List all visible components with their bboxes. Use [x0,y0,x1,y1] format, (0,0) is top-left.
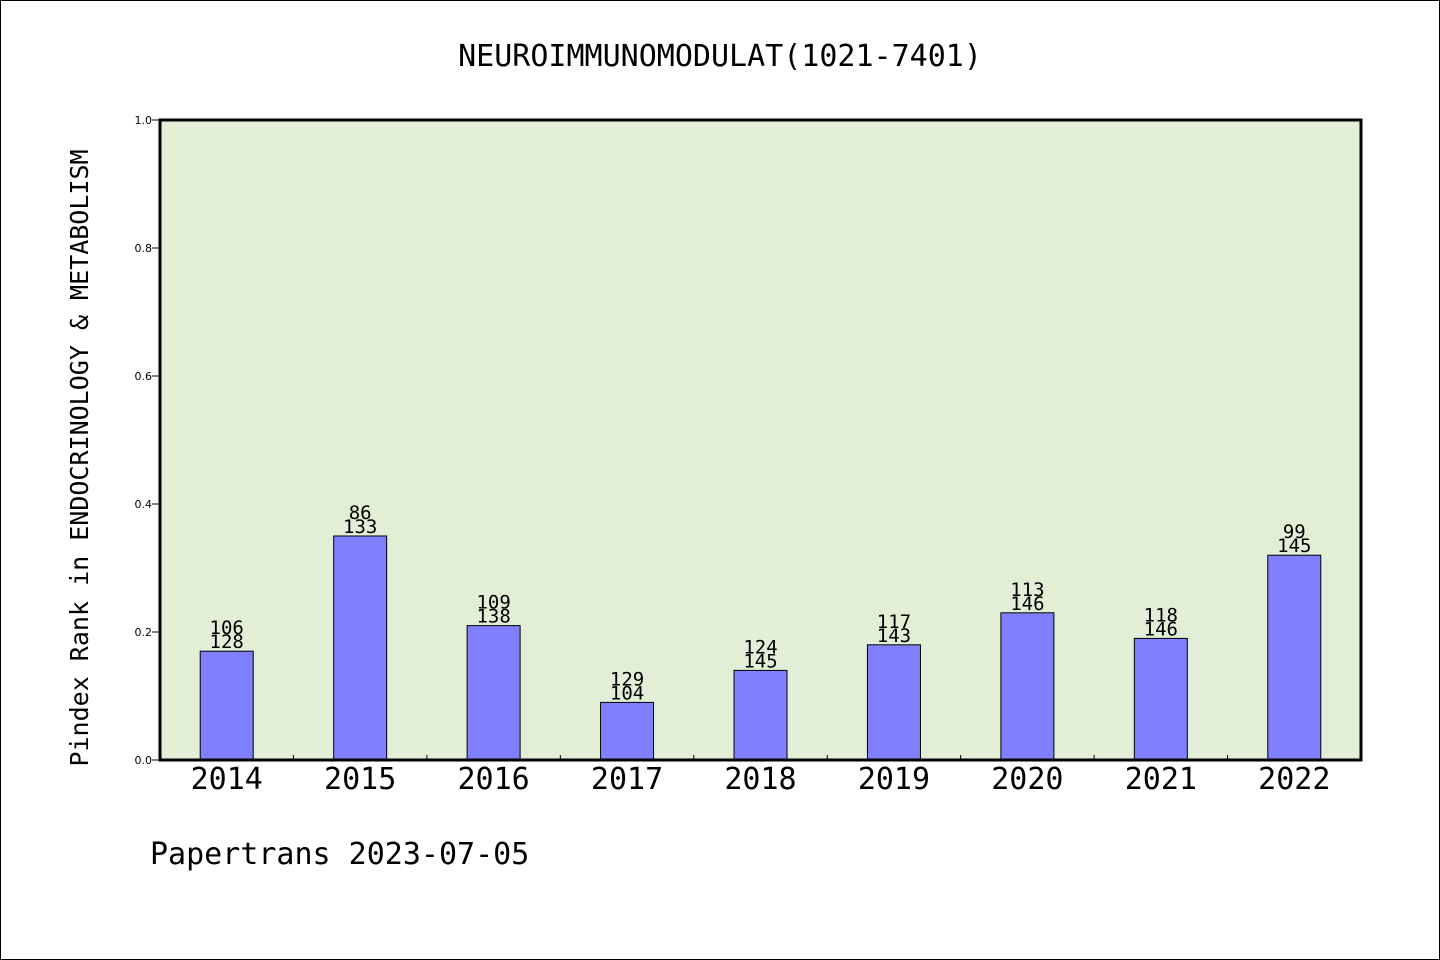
total-label-2018: 145 [743,650,777,672]
y-tick-label: 0.0 [135,754,153,767]
x-axis-ticks: 2014 2015 2016 2017 2018 2019 2020 2021 2022 [191,755,1330,797]
y-tick-label: 0.4 [135,498,153,511]
bar-2022 [1267,554,1322,761]
bar-2015 [333,535,388,761]
y-tick-label: 0.2 [135,626,153,639]
rank-label-2017: 129 [610,668,644,690]
total-label-2017: 104 [610,682,644,704]
x-tick-label-2014: 2014 [191,762,263,797]
bar-2020 [1000,612,1055,761]
y-tick-label: 0.6 [135,370,153,383]
rank-label-2021: 118 [1144,604,1178,626]
x-tick-label-2018: 2018 [724,762,796,797]
x-tick-label-2019: 2019 [858,762,930,797]
y-axis-ticks: 0.0 0.2 0.4 0.6 0.8 1.0 [135,114,160,767]
rank-label-2016: 109 [476,592,510,614]
x-tick-label-2021: 2021 [1125,762,1197,797]
rank-label-2015: 86 [349,502,372,524]
y-tick-label: 0.8 [135,242,153,255]
bar-2016 [466,625,521,761]
data-labels: 1061288613310913812910412414511714311314… [210,502,1312,704]
total-label-2014: 128 [210,631,244,653]
bar-2017 [600,701,655,761]
chart-title: NEUROIMMUNOMODULAT(1021-7401) [458,39,982,74]
total-label-2022: 145 [1277,535,1311,557]
footer-text: Papertrans 2023-07-05 [150,837,529,872]
x-tick-label-2022: 2022 [1258,762,1330,797]
total-label-2015: 133 [343,516,377,538]
plot-border [158,118,1363,762]
y-axis-label: Pindex Rank in ENDOCRINOLOGY & METABOLIS… [65,149,94,766]
x-tick-label-2016: 2016 [457,762,529,797]
rank-label-2020: 113 [1010,579,1044,601]
rank-label-2022: 99 [1283,521,1306,543]
total-label-2020: 146 [1010,593,1044,615]
rank-label-2018: 124 [743,636,777,658]
bar-2018 [733,669,788,761]
bar-2021 [1133,637,1188,761]
bars [199,535,1322,761]
total-label-2021: 146 [1144,618,1178,640]
x-tick-label-2015: 2015 [324,762,396,797]
x-tick-label-2020: 2020 [991,762,1063,797]
bar-2014 [199,650,254,761]
x-tick-label-2017: 2017 [591,762,663,797]
total-label-2016: 138 [476,606,510,628]
y-tick-label: 1.0 [135,114,153,127]
total-label-2019: 143 [877,625,911,647]
bar-2019 [866,644,921,761]
rank-label-2019: 117 [877,611,911,633]
rank-label-2014: 106 [210,617,244,639]
